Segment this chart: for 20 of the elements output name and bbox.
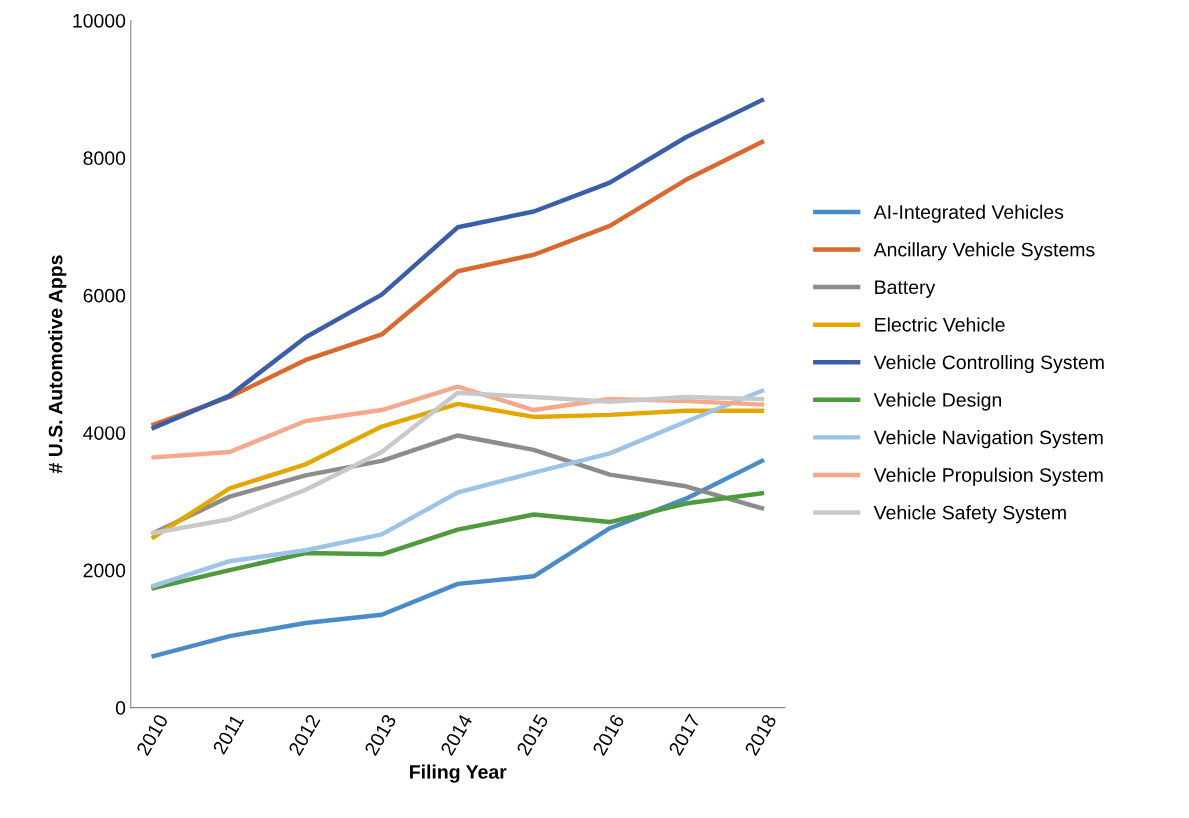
legend-label: Vehicle Safety System — [873, 505, 1066, 524]
y-tick-label: 2000 — [83, 563, 126, 578]
legend-label: AI-Integrated Vehicles — [873, 204, 1064, 223]
legend-label: Ancillary Vehicle Systems — [873, 242, 1095, 261]
y-axis-title: # U.S. Automotive Apps — [48, 255, 67, 474]
legend-label: Vehicle Navigation System — [873, 430, 1103, 449]
x-axis-title: Filing Year — [410, 764, 507, 783]
legend-label: Electric Vehicle — [875, 317, 1005, 332]
legend-label: Battery — [875, 280, 936, 298]
y-tick-label: 6000 — [83, 288, 126, 303]
y-tick-label: 8000 — [83, 151, 126, 166]
legend-label: Vehicle Propulsion System — [873, 467, 1103, 486]
y-tick-label: 4000 — [83, 426, 126, 440]
line-series — [151, 388, 765, 589]
line-series — [151, 458, 765, 659]
line-series — [151, 490, 765, 591]
legend-label: Vehicle Controlling System — [873, 354, 1104, 374]
y-tick-label: 10000 — [73, 13, 126, 28]
y-tick-label: 0 — [115, 701, 126, 715]
legend-label: Vehicle Design — [873, 392, 1002, 411]
